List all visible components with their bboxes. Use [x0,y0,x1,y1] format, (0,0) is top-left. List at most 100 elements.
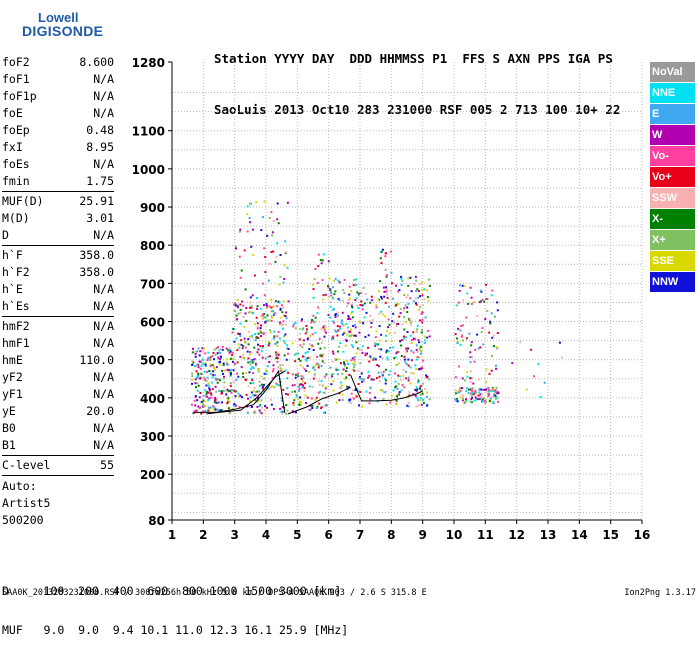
y-tick-label: 800 [140,239,165,253]
data-point [252,382,255,385]
data-point [234,245,237,248]
data-point [296,397,299,400]
data-point [491,389,493,392]
data-point [388,305,390,308]
data-point [246,230,249,233]
data-point [249,361,252,363]
data-point [250,391,253,394]
data-point [332,320,335,323]
data-point [358,331,361,334]
data-point [272,370,274,373]
data-point [484,318,487,320]
y-tick-label: 700 [140,277,165,291]
data-point [195,365,198,368]
data-point [305,330,308,333]
data-point [273,336,276,339]
data-point [495,367,498,370]
data-point [232,358,234,361]
data-point [406,404,409,407]
data-point [225,389,228,392]
param-row: foEp 0.48 [2,122,114,139]
header-line2: SaoLuis 2013 Oct10 283 231000 RSF 005 2 … [214,102,621,117]
legend-item: NNE [650,83,695,103]
data-point [194,378,197,381]
data-point [212,405,215,408]
data-point [303,389,306,392]
data-point [421,321,424,324]
version-label: Ion2Png 1.3.17 [624,588,696,598]
data-point [263,304,265,307]
data-point [286,377,289,380]
data-point [487,392,490,395]
data-point [222,362,225,365]
data-point [343,361,345,364]
data-point [409,382,412,385]
data-point [365,311,368,314]
data-point [320,407,323,410]
data-point [338,399,341,402]
data-point [271,316,274,319]
data-point [323,375,326,378]
data-point [343,278,346,281]
data-point [260,375,263,378]
data-point [322,411,325,414]
data-point [283,278,286,280]
data-point [380,333,383,336]
param-row: hmF2 N/A [2,318,114,335]
data-point [461,284,464,287]
data-point [395,399,398,402]
data-point [488,372,491,375]
data-point [407,402,410,404]
data-point [306,338,309,341]
data-point [455,398,458,400]
data-point [337,297,340,300]
data-point [382,286,385,289]
data-point [204,410,207,412]
data-point [320,342,323,344]
data-point [221,345,224,348]
data-point [423,298,426,301]
data-point [261,216,264,218]
data-point [343,364,346,367]
data-point [402,368,405,371]
data-point [287,393,289,396]
data-point [260,331,263,334]
data-point [496,301,499,304]
data-point [222,377,225,380]
data-point [316,356,319,358]
data-point [393,331,396,334]
distance-muf-table: D 100 200 400 600 800 1000 1500 3000 [km… [2,559,348,650]
data-point [247,385,250,388]
data-point [278,283,281,286]
data-point [311,407,314,409]
param-row: h`F2 358.0 [2,264,114,281]
data-point [313,320,316,323]
data-point [377,365,380,368]
ionogram-trace-line [206,370,286,415]
param-name: foE [2,106,23,120]
data-point [409,297,412,300]
data-point [228,412,231,415]
data-point [285,311,288,314]
data-point [279,407,282,410]
data-point [345,339,348,342]
data-point [252,359,255,362]
data-point [488,399,491,402]
data-point [221,401,224,404]
param-value: 110.0 [79,353,114,367]
data-point [349,398,352,401]
data-point [236,306,239,309]
data-point [406,294,409,297]
data-point [463,284,466,287]
param-row: fmin 1.75 [2,173,114,190]
data-point [379,280,382,283]
data-point [378,375,381,378]
param-row: foEs N/A [2,156,114,173]
data-point [354,326,357,329]
x-tick-label: 11 [477,528,494,542]
data-point [419,282,422,285]
param-value: 20.0 [86,404,114,418]
data-point [483,399,486,402]
data-point [249,221,251,224]
data-point [470,302,473,305]
